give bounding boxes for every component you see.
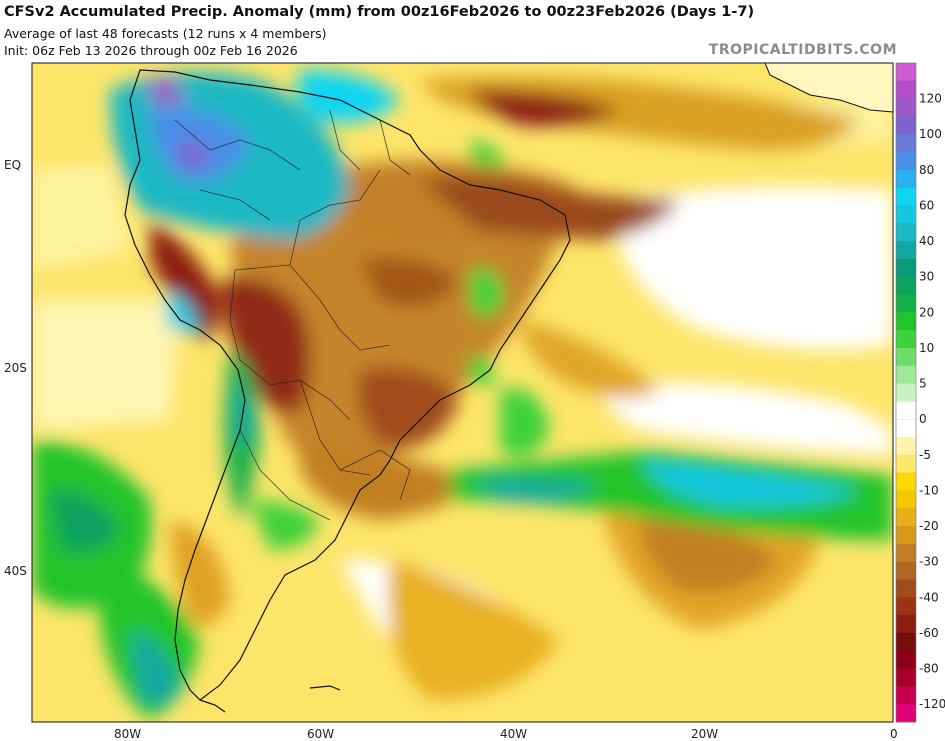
colorbar-tick-label: 5: [919, 377, 927, 391]
colorbar-swatch: [896, 223, 916, 242]
lon-label-80w: 80W: [114, 727, 141, 741]
colorbar-swatch: [895, 418, 917, 438]
colorbar-swatch: [896, 686, 916, 705]
init-time: Init: 06z Feb 13 2026 through 00z Feb 16…: [4, 43, 298, 58]
colorbar-tick-label: -60: [919, 626, 939, 640]
colorbar-tick-label: 30: [919, 270, 934, 284]
colorbar-tick-label: -40: [919, 590, 939, 604]
latitude-labels: EQ 20S 40S: [4, 158, 27, 578]
africa-coast: [764, 63, 893, 113]
colorbar-swatch: [896, 205, 916, 224]
colorbar-tick-label: 20: [919, 305, 934, 319]
colorbar-swatch: [896, 561, 916, 580]
colorbar-tick-label: -5: [919, 448, 931, 462]
colorbar-swatch: [895, 401, 917, 420]
colorbar-tick-label: 0: [919, 412, 927, 426]
lon-label-40w: 40W: [500, 727, 527, 741]
lon-label-20w: 20W: [691, 727, 718, 741]
colorbar-swatch: [896, 632, 916, 652]
colorbar-swatch: [896, 187, 916, 206]
lat-label-20s: 20S: [4, 361, 27, 375]
colorbar-swatch: [896, 276, 916, 295]
colorbar-swatch: [896, 668, 916, 687]
map-frame: [31, 62, 894, 723]
colorbar-swatch: [896, 258, 916, 278]
brand-watermark: TROPICALTIDBITS.COM: [708, 42, 897, 58]
colorbar-swatch: [896, 80, 916, 100]
colorbar-swatch: [896, 241, 916, 260]
colorbar-swatch: [896, 365, 916, 384]
colorbar-swatch: [896, 508, 916, 527]
country-borders: [174, 109, 411, 521]
colorbar-swatch: [896, 615, 916, 634]
colorbar-swatch: [896, 490, 916, 509]
lon-label-60w: 60W: [307, 727, 334, 741]
colorbar-tick-label: 80: [919, 163, 934, 177]
colorbar-swatch: [896, 169, 916, 189]
lat-label-eq: EQ: [4, 158, 21, 172]
colorbar-swatch: [896, 437, 916, 456]
colorbar-swatch: [896, 312, 916, 331]
colorbar-swatch: [896, 704, 916, 723]
longitude-labels: 80W 60W 40W 20W 0: [114, 727, 898, 741]
colorbar-swatch: [896, 294, 916, 313]
colorbar-tick-label: -80: [919, 662, 939, 676]
colorbar-swatch: [896, 454, 916, 474]
map-subtitle: Average of last 48 forecasts (12 runs x …: [4, 26, 327, 41]
colorbar-tick-label: 10: [919, 341, 934, 355]
anomaly-field: [32, 63, 893, 722]
colorbar-swatch: [896, 543, 916, 563]
colorbar-frame: [895, 62, 917, 723]
colorbar-swatch: [896, 650, 916, 669]
colorbar-tick-label: 100: [919, 127, 942, 141]
colorbar: 120 100 80 60 40 30 20 10 5 0 -5 -10 -20 -30 -40 -60 -80…: [895, 62, 945, 723]
colorbar-tick-label: -10: [919, 483, 939, 497]
map-title: CFSv2 Accumulated Precip. Anomaly (mm) f…: [4, 4, 755, 20]
colorbar-swatch: [896, 116, 916, 135]
colorbar-swatch: [896, 347, 916, 367]
colorbar-tick-label: 60: [919, 198, 934, 212]
colorbar-swatch: [896, 134, 916, 153]
colorbar-swatch: [896, 152, 916, 171]
colorbar-tick-label: -120: [919, 697, 945, 711]
coastlines: [124, 69, 571, 713]
lon-label-0: 0: [890, 727, 898, 741]
colorbar-swatch: [896, 472, 916, 491]
colorbar-swatch: [896, 383, 916, 402]
colorbar-swatch: [896, 330, 916, 349]
colorbar-swatch: [896, 526, 916, 545]
colorbar-swatch: [896, 597, 916, 616]
colorbar-tick-label: -30: [919, 555, 939, 569]
colorbar-tick-label: 120: [919, 92, 942, 106]
lat-label-40s: 40S: [4, 564, 27, 578]
colorbar-swatch: [896, 579, 916, 598]
colorbar-swatch: [896, 98, 916, 117]
colorbar-tick-label: -20: [919, 519, 939, 533]
colorbar-swatch: [896, 63, 916, 82]
colorbar-tick-label: 40: [919, 234, 934, 248]
